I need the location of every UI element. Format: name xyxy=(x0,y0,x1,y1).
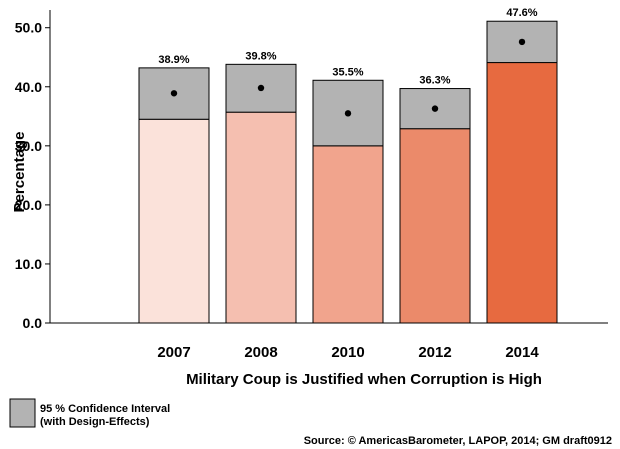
y-tick-label: 20.0 xyxy=(15,197,42,213)
bar-2008 xyxy=(225,111,297,324)
y-tick-label: 40.0 xyxy=(15,79,42,95)
bar-2010 xyxy=(312,145,384,324)
y-tick-label: 50.0 xyxy=(15,20,42,36)
bar-2007 xyxy=(138,118,210,324)
y-tick-label: 30.0 xyxy=(15,138,42,154)
point-estimate-2014 xyxy=(518,38,526,46)
x-tick-label-2010: 2010 xyxy=(331,344,364,361)
legend-line-2: (with Design-Effects) xyxy=(40,416,150,428)
legend-swatch xyxy=(9,398,36,428)
bar-2012 xyxy=(399,128,471,324)
bars xyxy=(138,20,558,324)
data-labels: 38.9% 2007 39.8% 2008 35.5% 2010 36.3% 2012 47.6… xyxy=(157,7,539,361)
ci-box-2008 xyxy=(225,63,297,113)
legend: 95 % Confidence Interval (with Design-Ef… xyxy=(9,398,170,428)
point-estimate-2007 xyxy=(170,90,178,97)
x-tick-label-2007: 2007 xyxy=(157,344,190,361)
source-note: Source: © AmericasBarometer, LAPOP, 2014… xyxy=(304,435,612,447)
bar-2014 xyxy=(486,62,558,324)
y-tick-label: 10.0 xyxy=(15,256,42,272)
x-tick-label-2008: 2008 xyxy=(244,344,277,361)
legend-line-1: 95 % Confidence Interval xyxy=(40,403,170,415)
point-estimate-2008 xyxy=(257,84,265,92)
y-axis-title: Percentage xyxy=(11,132,28,213)
point-estimate-2010 xyxy=(344,110,352,117)
x-tick-label-2014: 2014 xyxy=(505,344,539,361)
y-tick-label: 0.0 xyxy=(23,315,43,331)
data-label-2008: 39.8% xyxy=(245,50,276,62)
x-tick-label-2012: 2012 xyxy=(418,344,451,361)
x-axis-title: Military Coup is Justified when Corrupti… xyxy=(186,371,542,388)
data-label-2007: 38.9% xyxy=(158,54,189,66)
point-estimate-2012 xyxy=(431,105,439,112)
data-label-2010: 35.5% xyxy=(332,66,363,78)
data-label-2014: 47.6% xyxy=(506,7,537,19)
data-label-2012: 36.3% xyxy=(419,75,450,87)
